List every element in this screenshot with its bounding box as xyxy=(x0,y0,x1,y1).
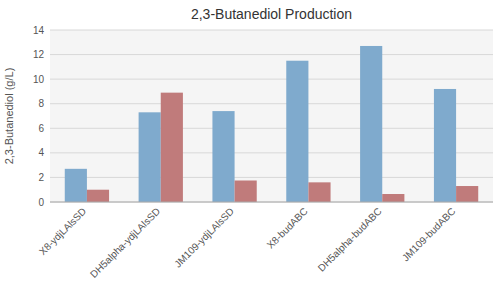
bars xyxy=(65,46,478,202)
y-tick-label: 4 xyxy=(38,147,44,158)
bar xyxy=(308,182,330,202)
grid-line xyxy=(50,152,493,153)
grid-line xyxy=(50,177,493,178)
y-tick-label: 12 xyxy=(33,49,45,60)
x-tick-label: X8-ydjLAlsSD xyxy=(37,206,88,257)
bar xyxy=(139,112,161,202)
plot-background xyxy=(50,30,493,202)
y-tick-label: 2 xyxy=(38,172,44,183)
y-tick-label: 10 xyxy=(33,74,45,85)
bar xyxy=(382,194,404,202)
bar xyxy=(212,111,234,202)
bar xyxy=(161,93,183,202)
chart-title: 2,3-Butanediol Production xyxy=(191,6,352,22)
grid-line xyxy=(50,103,493,104)
bar xyxy=(286,61,308,202)
chart-container: 0 2 4 6 8 10 12 14 X8-ydjLAlsSDDH5alpha-ydjLAlsS… xyxy=(0,0,503,282)
chart: 0 2 4 6 8 10 12 14 X8-ydjLAlsSDDH5alpha-ydjLAlsS… xyxy=(0,0,503,282)
y-tick-label: 14 xyxy=(33,25,45,36)
bar xyxy=(65,169,87,202)
bar xyxy=(456,186,478,202)
y-tick-label: 6 xyxy=(38,123,44,134)
x-axis-line xyxy=(50,202,493,203)
y-axis-label: 2,3-Butanediol (g/L) xyxy=(3,68,15,165)
x-tick-label: DH5alpha-budABC xyxy=(316,206,384,274)
x-tick-label: X8-budABC xyxy=(265,206,310,251)
bar xyxy=(235,181,257,203)
bar xyxy=(434,89,456,202)
grid-line xyxy=(50,79,493,80)
y-tick-label: 0 xyxy=(38,197,44,208)
x-tick-label: JM109-ydjLAlsSD xyxy=(172,206,236,270)
grid-line xyxy=(50,30,493,31)
grid-line xyxy=(50,202,493,203)
bar xyxy=(360,46,382,202)
bar xyxy=(87,190,109,202)
x-tick-label: DH5alpha-ydjLAlsSD xyxy=(88,206,162,280)
grid-line xyxy=(50,128,493,129)
x-tick-label: JM109-budABC xyxy=(400,206,458,264)
y-tick-label: 8 xyxy=(38,98,44,109)
grid-line xyxy=(50,54,493,55)
y-grid xyxy=(50,30,493,202)
